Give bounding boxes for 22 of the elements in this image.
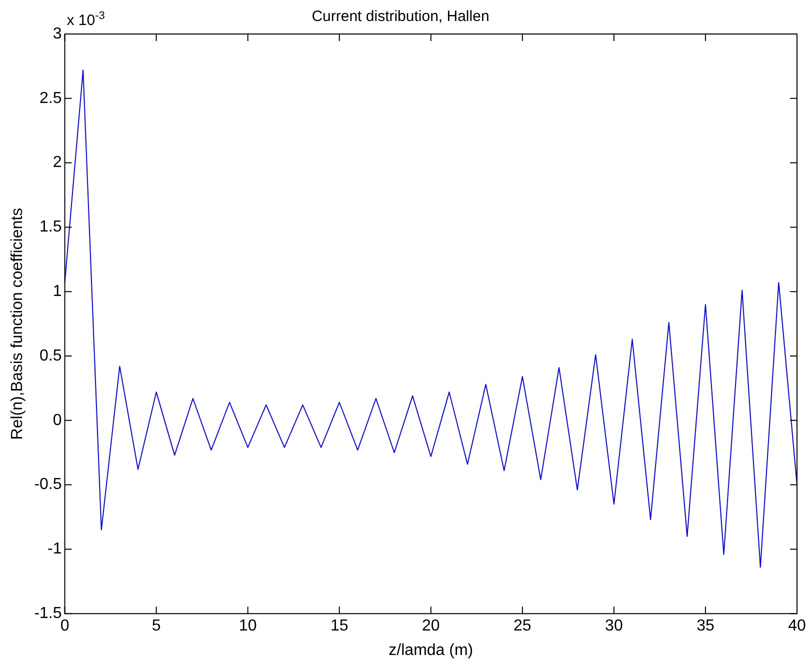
y-axis-title: Rel(n),Basis function coefficients [9, 208, 26, 440]
y-tick-label: 1.5 [40, 218, 62, 236]
x-tick-label: 20 [422, 618, 440, 635]
x-tick-label: 15 [330, 618, 348, 635]
x-tick-label: 5 [152, 618, 161, 635]
y-tick-label: 3 [52, 25, 62, 42]
x-tick-label: 10 [238, 618, 257, 635]
x-axis-title: z/lamda (m) [388, 642, 474, 659]
text: x 10$^{-3}$ [66, 10, 105, 29]
y-tick-label: -0.5 [34, 476, 62, 494]
y-tick-label: -1 [48, 540, 62, 558]
y-tick-label: 1 [52, 283, 62, 300]
x-tick-label: 30 [605, 618, 623, 635]
y-tick-label: 2.5 [40, 90, 62, 107]
x-tick-label: 25 [514, 618, 532, 635]
y-tick-label: 0.5 [40, 347, 62, 364]
x-tick-label: 40 [788, 618, 806, 635]
y-tick-label: 2 [52, 154, 62, 172]
y-tick-label: 0 [52, 412, 62, 429]
chart-title: Current distribution, Hallen [312, 8, 490, 26]
y-tick-label: -1.5 [34, 605, 62, 622]
x-tick-label: 35 [696, 618, 714, 635]
